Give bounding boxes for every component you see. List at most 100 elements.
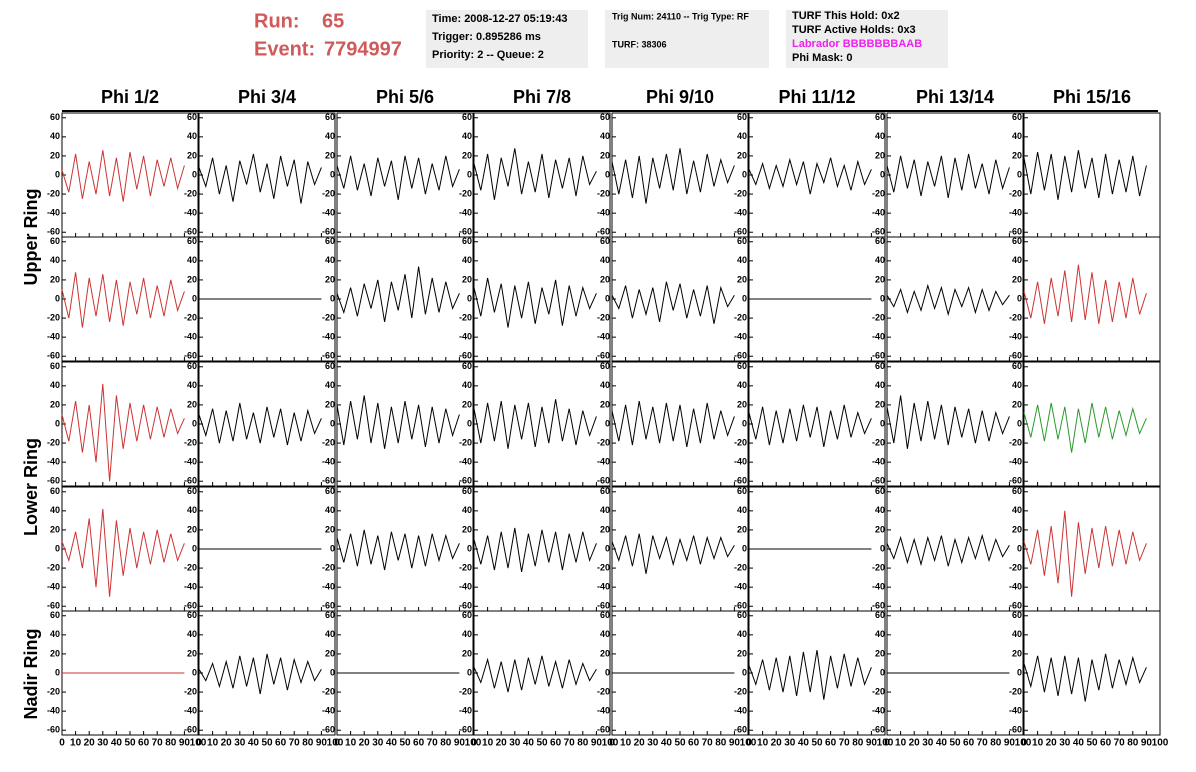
- y-tick-label: -40: [597, 208, 610, 218]
- y-tick-label: 0: [880, 667, 885, 677]
- y-tick-label: 60: [1012, 361, 1022, 371]
- x-tick-label: 80: [852, 738, 864, 749]
- y-tick-label: -60: [459, 725, 472, 735]
- y-tick-label: -20: [322, 312, 335, 322]
- y-tick-label: 40: [187, 629, 197, 639]
- y-tick-label: -40: [184, 332, 197, 342]
- y-tick-label: -60: [47, 351, 60, 361]
- y-tick-label: 60: [1012, 236, 1022, 246]
- y-tick-label: -20: [597, 188, 610, 198]
- y-tick-label: 40: [50, 629, 60, 639]
- y-tick-label: 0: [330, 418, 335, 428]
- y-tick-label: -40: [1009, 208, 1022, 218]
- y-tick-label: -40: [872, 706, 885, 716]
- y-tick-label: -20: [597, 562, 610, 572]
- x-tick-label: 100: [327, 738, 344, 749]
- turf: TURF: 38306: [612, 39, 667, 49]
- x-tick-label: 40: [1073, 738, 1085, 749]
- x-tick-label: 30: [1059, 738, 1071, 749]
- y-tick-label: 60: [600, 486, 610, 496]
- panel-frame: [886, 361, 1024, 487]
- x-tick-label: 0: [59, 738, 65, 749]
- event-number: 7794997: [324, 38, 402, 60]
- y-tick-label: 40: [1012, 131, 1022, 141]
- y-tick-label: 40: [50, 255, 60, 265]
- y-tick-label: -20: [734, 312, 747, 322]
- y-tick-label: 60: [737, 112, 747, 122]
- waveform: [336, 266, 460, 322]
- y-tick-label: -60: [872, 351, 885, 361]
- trigger: Trigger: 0.895286 ms: [432, 31, 541, 43]
- x-tick-label: 40: [248, 738, 260, 749]
- y-tick-label: 40: [737, 255, 747, 265]
- y-tick-label: -60: [47, 601, 60, 611]
- y-tick-label: -40: [872, 332, 885, 342]
- y-tick-label: 60: [50, 112, 60, 122]
- y-tick-label: -20: [734, 188, 747, 198]
- y-tick-label: -40: [47, 706, 60, 716]
- y-tick-label: -40: [734, 208, 747, 218]
- y-tick-label: 20: [875, 150, 885, 160]
- panel-frame: [336, 486, 474, 612]
- y-tick-label: -60: [184, 227, 197, 237]
- y-tick-label: 0: [55, 293, 60, 303]
- waveform: [1023, 510, 1147, 597]
- waveform: [886, 153, 1010, 198]
- waveform: [1023, 264, 1147, 324]
- y-tick-label: 20: [875, 648, 885, 658]
- column-title: Phi 7/8: [513, 87, 571, 107]
- y-tick-label: -60: [597, 476, 610, 486]
- x-tick-label: 80: [990, 738, 1002, 749]
- y-tick-label: 40: [50, 505, 60, 515]
- x-tick-label: 70: [702, 738, 714, 749]
- y-tick-label: 20: [50, 524, 60, 534]
- y-tick-label: 60: [875, 361, 885, 371]
- y-tick-label: 40: [325, 505, 335, 515]
- y-tick-label: -40: [322, 582, 335, 592]
- x-tick-label: 90: [591, 738, 603, 749]
- panel-frame: [748, 112, 886, 238]
- phi-mask: Phi Mask: 0: [792, 52, 853, 64]
- y-tick-label: -60: [597, 725, 610, 735]
- y-tick-label: 20: [50, 648, 60, 658]
- x-tick-label: 30: [922, 738, 934, 749]
- y-tick-label: 60: [50, 610, 60, 620]
- y-tick-label: -60: [459, 227, 472, 237]
- y-tick-label: -60: [47, 476, 60, 486]
- y-tick-label: -60: [459, 601, 472, 611]
- x-tick-label: 10: [895, 738, 907, 749]
- y-tick-label: 0: [1017, 667, 1022, 677]
- y-tick-label: 20: [462, 524, 472, 534]
- y-tick-label: 0: [605, 667, 610, 677]
- waveform: [473, 148, 597, 200]
- panel-frame: [886, 112, 1024, 238]
- y-tick-label: -60: [872, 725, 885, 735]
- x-tick-label: 50: [261, 738, 273, 749]
- x-tick-label: 0: [884, 738, 890, 749]
- x-tick-label: 100: [465, 738, 482, 749]
- x-tick-label: 40: [523, 738, 535, 749]
- y-tick-label: -60: [734, 725, 747, 735]
- y-tick-label: 20: [737, 399, 747, 409]
- x-tick-label: 90: [1004, 738, 1016, 749]
- x-tick-label: 90: [1141, 738, 1153, 749]
- y-tick-label: 20: [325, 524, 335, 534]
- y-tick-label: -60: [184, 725, 197, 735]
- y-tick-label: -40: [322, 208, 335, 218]
- y-tick-label: 60: [875, 486, 885, 496]
- y-tick-label: 0: [467, 293, 472, 303]
- y-tick-label: -40: [734, 706, 747, 716]
- waveform: [61, 383, 185, 482]
- x-tick-label: 50: [811, 738, 823, 749]
- y-tick-label: -20: [734, 686, 747, 696]
- panel-frame: [198, 112, 336, 238]
- y-tick-label: 60: [50, 236, 60, 246]
- y-tick-label: 0: [742, 667, 747, 677]
- y-tick-label: 20: [1012, 524, 1022, 534]
- x-tick-label: 90: [316, 738, 328, 749]
- y-tick-label: -40: [1009, 582, 1022, 592]
- y-tick-label: 40: [1012, 380, 1022, 390]
- y-tick-label: 40: [50, 380, 60, 390]
